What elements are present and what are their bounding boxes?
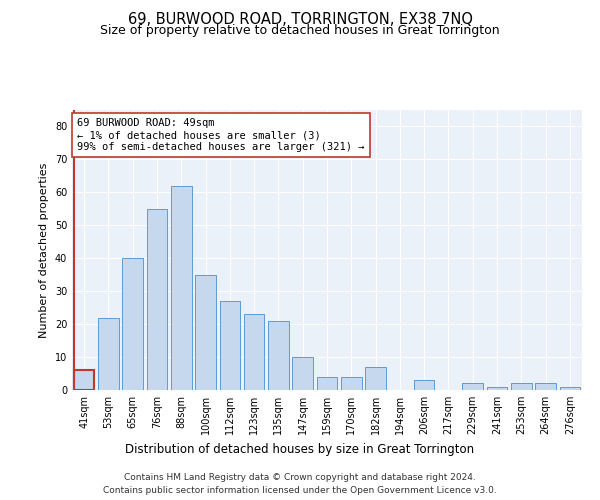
Bar xyxy=(511,384,532,390)
Bar xyxy=(414,380,434,390)
Bar xyxy=(292,357,313,390)
Text: Size of property relative to detached houses in Great Torrington: Size of property relative to detached ho… xyxy=(100,24,500,37)
Text: 69 BURWOOD ROAD: 49sqm
← 1% of detached houses are smaller (3)
99% of semi-detac: 69 BURWOOD ROAD: 49sqm ← 1% of detached … xyxy=(77,118,365,152)
Bar xyxy=(317,377,337,390)
Bar xyxy=(171,186,191,390)
Bar xyxy=(341,377,362,390)
Bar xyxy=(195,274,216,390)
Bar xyxy=(487,386,508,390)
Bar xyxy=(220,301,240,390)
Bar xyxy=(98,318,119,390)
Bar xyxy=(122,258,143,390)
Text: 69, BURWOOD ROAD, TORRINGTON, EX38 7NQ: 69, BURWOOD ROAD, TORRINGTON, EX38 7NQ xyxy=(128,12,473,28)
Text: Distribution of detached houses by size in Great Torrington: Distribution of detached houses by size … xyxy=(125,442,475,456)
Bar xyxy=(365,367,386,390)
Bar xyxy=(74,370,94,390)
Y-axis label: Number of detached properties: Number of detached properties xyxy=(39,162,49,338)
Bar xyxy=(244,314,265,390)
Bar xyxy=(560,386,580,390)
Bar xyxy=(268,321,289,390)
Text: Contains HM Land Registry data © Crown copyright and database right 2024.: Contains HM Land Registry data © Crown c… xyxy=(124,472,476,482)
Bar xyxy=(535,384,556,390)
Bar xyxy=(463,384,483,390)
Text: Contains public sector information licensed under the Open Government Licence v3: Contains public sector information licen… xyxy=(103,486,497,495)
Bar xyxy=(146,209,167,390)
